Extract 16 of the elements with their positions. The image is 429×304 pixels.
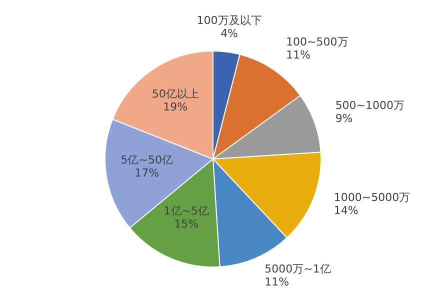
data-label: 19% [163, 100, 188, 114]
data-label: 14% [334, 204, 358, 217]
data-label: 9% [335, 112, 353, 125]
data-label: 17% [134, 166, 160, 180]
slice-label: 1000~5000万 [334, 190, 410, 204]
data-label: 15% [174, 217, 199, 230]
slice-label: 50亿以上 [152, 88, 199, 101]
slice-label: 100万及以下 [196, 14, 262, 28]
slice-label: 5亿~50亿 [120, 153, 173, 166]
slice-label: 500~1000万 [335, 98, 405, 112]
slice-label: 1亿~5亿 [164, 204, 210, 218]
slice-label: 100~500万 [286, 35, 348, 48]
data-label: 11% [286, 48, 311, 62]
data-label: 11% [264, 275, 290, 288]
data-label: 4% [220, 27, 238, 40]
slice-label: 5000万~1亿 [264, 262, 331, 276]
